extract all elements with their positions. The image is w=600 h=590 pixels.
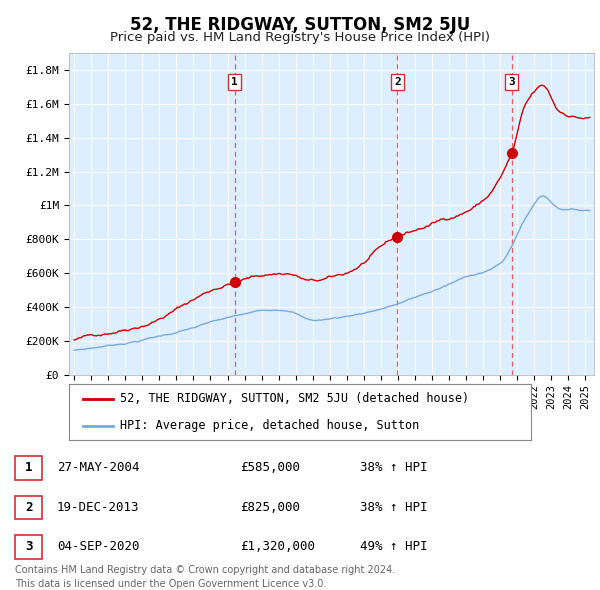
Text: 52, THE RIDGWAY, SUTTON, SM2 5JU: 52, THE RIDGWAY, SUTTON, SM2 5JU xyxy=(130,17,470,34)
Text: 1: 1 xyxy=(231,77,238,87)
Text: £585,000: £585,000 xyxy=(240,461,300,474)
Text: 3: 3 xyxy=(508,77,515,87)
Text: £825,000: £825,000 xyxy=(240,501,300,514)
Text: 2: 2 xyxy=(394,77,401,87)
Text: 52, THE RIDGWAY, SUTTON, SM2 5JU (detached house): 52, THE RIDGWAY, SUTTON, SM2 5JU (detach… xyxy=(120,392,469,405)
Text: 38% ↑ HPI: 38% ↑ HPI xyxy=(360,461,427,474)
Text: HPI: Average price, detached house, Sutton: HPI: Average price, detached house, Sutt… xyxy=(120,419,419,432)
Text: 38% ↑ HPI: 38% ↑ HPI xyxy=(360,501,427,514)
Text: Contains HM Land Registry data © Crown copyright and database right 2024.
This d: Contains HM Land Registry data © Crown c… xyxy=(15,565,395,589)
Text: 27-MAY-2004: 27-MAY-2004 xyxy=(57,461,139,474)
Text: 19-DEC-2013: 19-DEC-2013 xyxy=(57,501,139,514)
Text: £1,320,000: £1,320,000 xyxy=(240,540,315,553)
Text: 3: 3 xyxy=(25,540,32,553)
Text: Price paid vs. HM Land Registry's House Price Index (HPI): Price paid vs. HM Land Registry's House … xyxy=(110,31,490,44)
Text: 2: 2 xyxy=(25,501,32,514)
Text: 04-SEP-2020: 04-SEP-2020 xyxy=(57,540,139,553)
Text: 49% ↑ HPI: 49% ↑ HPI xyxy=(360,540,427,553)
Text: 1: 1 xyxy=(25,461,32,474)
